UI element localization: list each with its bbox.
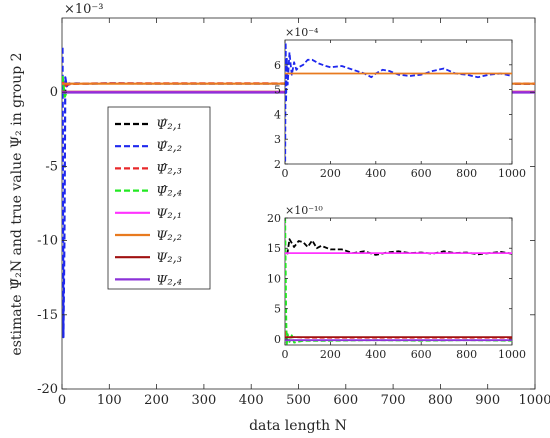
legend: Ψ̂₂,₁ Ψ̂₂,₂ Ψ̂₂,₃ Ψ̂₂,₄ Ψ₂,₁ Ψ₂,₂ Ψ₂,₃ Ψ₂,₄ (107, 106, 211, 290)
main-x-ticks: 0 100 200 300 400 500 600 700 800 900 1000 (58, 18, 550, 408)
inset_top-y-tick-label: 5 (274, 84, 281, 97)
inset_top-series-line-0 (285, 41, 512, 162)
inset_bottom-y-tick-label: 5 (274, 303, 281, 316)
main-x-tick-label: 600 (333, 393, 358, 408)
inset_bottom-x-tick-label: 200 (320, 348, 341, 361)
main-x-tick-label: 200 (144, 393, 169, 408)
main-x-tick-label: 900 (475, 393, 500, 408)
main-x-tick-label: 1000 (518, 393, 550, 408)
main-y-tick-label: -20 (37, 382, 58, 397)
inset_top-y-tick-label: 2 (274, 158, 281, 171)
main-y-tick-label: -5 (45, 159, 58, 174)
main-x-tick-label: 100 (97, 393, 122, 408)
inset_top-x-tick-label: 1000 (498, 167, 526, 180)
inset_bottom-y-tick-label: 0 (274, 333, 281, 346)
main-x-tick-label: 400 (239, 393, 264, 408)
legend-entry-label: Ψ̂₂,₃ (156, 162, 182, 177)
main-x-tick-label: 700 (381, 393, 406, 408)
main-x-tick-label: 300 (191, 393, 216, 408)
inset-top-y-ticks: 2 3 4 5 6 (274, 59, 512, 171)
main-exponent-label: ×10⁻³ (64, 2, 104, 17)
inset-top-series-group (285, 41, 512, 162)
main-x-tick-label: 500 (286, 393, 311, 408)
y-axis-label: estimate Ψ̂₂N and true value Ψ₂ in group… (9, 52, 25, 355)
legend-entry-label: Ψ̂₂,₁ (156, 118, 182, 133)
legend-entry-label: Ψ₂,₂ (156, 229, 182, 244)
legend-entry-label: Ψ₂,₁ (156, 207, 182, 222)
inset-top-exponent-label: ×10⁻⁴ (285, 26, 319, 39)
main-x-tick-label: 800 (428, 393, 453, 408)
inset-bottom-axes: 0 200 400 600 800 1000 0 5 10 15 20 ×10⁻¹⁰ (267, 204, 526, 361)
inset-top-x-ticks: 0 200 400 600 800 1000 (282, 40, 526, 180)
inset_bottom-x-tick-label: 1000 (498, 348, 526, 361)
inset_top-x-tick-label: 400 (365, 167, 386, 180)
inset_bottom-x-tick-label: 600 (411, 348, 432, 361)
x-axis-label: data length N (249, 418, 347, 434)
inset-bottom-x-ticks: 0 200 400 600 800 1000 (282, 218, 526, 361)
inset_bottom-y-tick-label: 15 (267, 242, 281, 255)
inset_top-x-tick-label: 800 (456, 167, 477, 180)
main-x-tick-label: 0 (58, 393, 66, 408)
inset_bottom-x-tick-label: 0 (282, 348, 289, 361)
inset_bottom-x-tick-label: 400 (365, 348, 386, 361)
inset_top-y-tick-label: 4 (274, 108, 281, 121)
main-y-ticks: -20 -15 -10 -5 0 (37, 85, 535, 397)
inset_bottom-x-tick-label: 800 (456, 348, 477, 361)
inset-top-axes: 0 200 400 600 800 1000 2 3 4 5 6 ×10⁻⁴ (274, 26, 526, 180)
inset_top-y-tick-label: 3 (274, 133, 281, 146)
inset_top-x-tick-label: 600 (411, 167, 432, 180)
legend-entry-label: Ψ₂,₃ (156, 251, 182, 266)
inset-bottom-y-ticks: 0 5 10 15 20 (267, 212, 512, 346)
legend-entry-label: Ψ₂,₄ (156, 273, 182, 288)
main-y-tick-label: -10 (37, 234, 58, 249)
inset_bottom-y-tick-label: 10 (267, 272, 281, 285)
inset-bottom-exponent-label: ×10⁻¹⁰ (285, 204, 323, 217)
main-y-tick-label: -15 (37, 308, 58, 323)
legend-entry-label: Ψ̂₂,₂ (156, 140, 182, 155)
inset_top-y-tick-label: 6 (274, 59, 281, 72)
inset-bottom-series-group (285, 218, 512, 345)
legend-entry-label: Ψ̂₂,₄ (156, 185, 182, 200)
inset_top-x-tick-label: 200 (320, 167, 341, 180)
inset_bottom-y-tick-label: 20 (267, 212, 281, 225)
inset_top-x-tick-label: 0 (282, 167, 289, 180)
main-y-tick-label: 0 (50, 85, 58, 100)
